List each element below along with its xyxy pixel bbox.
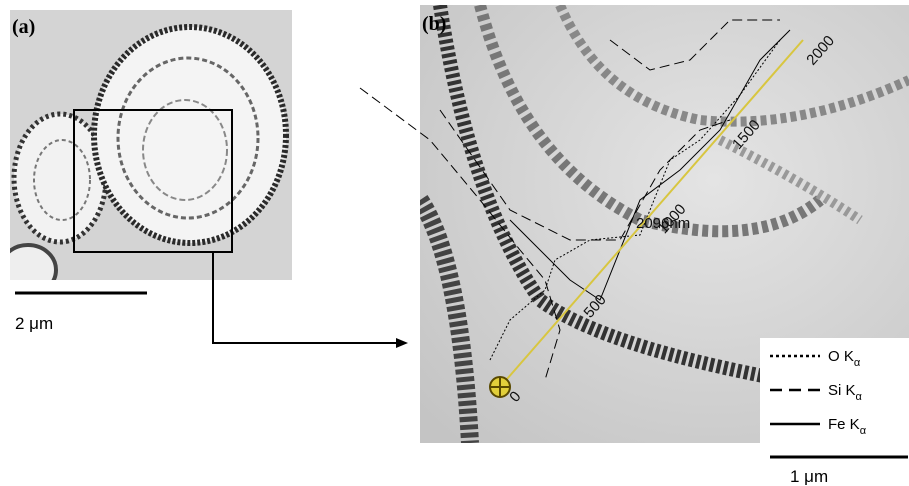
legend-subscript: α [854,357,861,369]
scale-bar-label: 2 μm [15,314,53,333]
scale-bar-label: 1 μm [790,467,828,486]
legend-subscript: α [856,391,863,403]
panel-label: (a) [12,16,35,38]
legend-text: O K [828,348,854,365]
figure: (a) 2 μm (b) 2096nm 1 μm 050010001500200… [0,0,909,486]
cell [0,245,56,295]
legend-subscript: α [860,425,867,437]
micrograph-a [0,10,292,295]
panel-label: (b) [422,13,446,35]
arrow-head [396,338,408,348]
legend-text: Fe K [828,416,860,433]
legend-text: Si K [828,382,856,399]
